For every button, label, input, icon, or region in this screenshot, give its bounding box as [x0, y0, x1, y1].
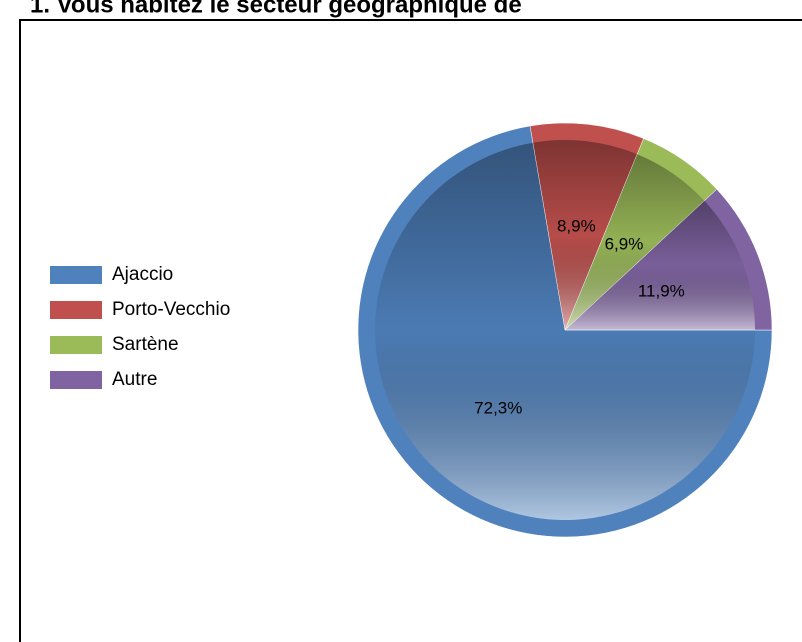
data-label: 8,9%: [557, 217, 596, 236]
legend-swatch: [50, 336, 102, 354]
slice-shade: [565, 200, 755, 330]
legend-label: Autre: [112, 369, 157, 390]
slice-shade: [532, 140, 638, 330]
data-label: 11,9%: [638, 282, 685, 301]
legend-swatch: [50, 371, 102, 389]
data-label: 6,9%: [605, 234, 644, 253]
slice-shade: [565, 154, 705, 330]
slice-shade: [374, 142, 755, 521]
legend-swatch: [50, 266, 102, 284]
data-label: 72,3%: [474, 399, 522, 418]
legend-swatch: [50, 301, 102, 319]
chart-title: 1. Vous habitez le secteur géographique …: [30, 0, 522, 18]
legend-label: Ajaccio: [112, 264, 173, 285]
legend-label: Sartène: [112, 334, 179, 355]
legend-label: Porto-Vecchio: [112, 299, 230, 320]
